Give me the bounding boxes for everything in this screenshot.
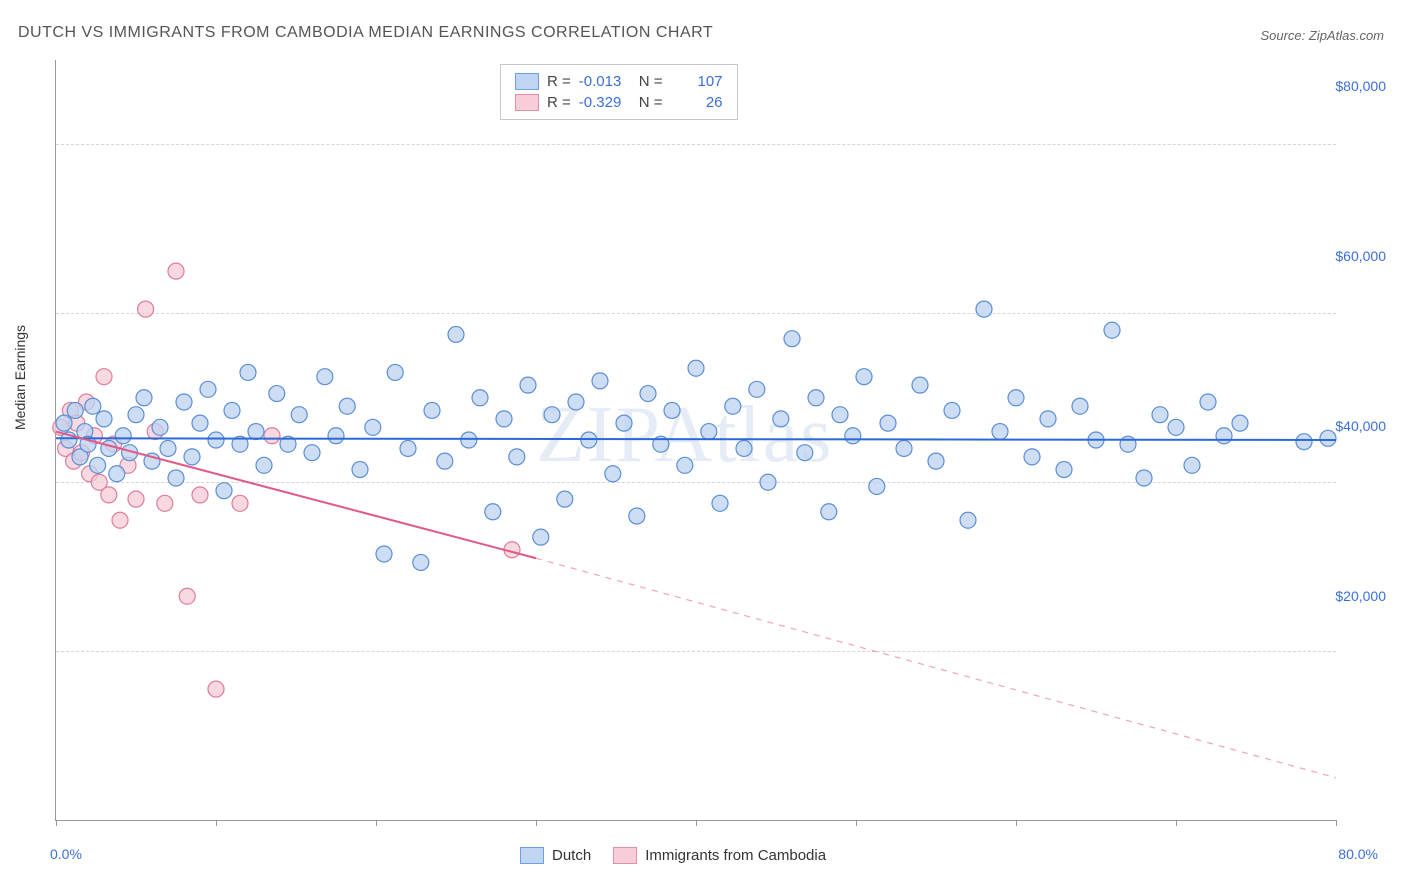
swatch-icon (515, 73, 539, 90)
y-tick-label: $60,000 (1335, 248, 1386, 264)
x-tick (376, 820, 377, 826)
legend-row-dutch: R = -0.013 N = 107 (515, 71, 723, 92)
x-tick (696, 820, 697, 826)
swatch-icon (613, 847, 637, 864)
x-tick (1336, 820, 1337, 826)
correlation-legend: R = -0.013 N = 107 R = -0.329 N = 26 (500, 64, 738, 120)
n-value: 107 (671, 73, 723, 90)
r-value: -0.329 (579, 94, 631, 111)
n-label: N = (639, 73, 663, 90)
x-tick (1176, 820, 1177, 826)
y-axis-label: Median Earnings (12, 325, 28, 430)
legend-label: Dutch (552, 847, 591, 864)
source-attribution: Source: ZipAtlas.com (1260, 28, 1384, 43)
r-label: R = (547, 73, 571, 90)
legend-label: Immigrants from Cambodia (645, 847, 826, 864)
x-tick (216, 820, 217, 826)
y-tick-label: $20,000 (1335, 588, 1386, 604)
y-tick-label: $40,000 (1335, 418, 1386, 434)
chart-title: DUTCH VS IMMIGRANTS FROM CAMBODIA MEDIAN… (18, 24, 713, 42)
x-tick (536, 820, 537, 826)
legend-row-cambodia: R = -0.329 N = 26 (515, 92, 723, 113)
swatch-icon (520, 847, 544, 864)
r-value: -0.013 (579, 73, 631, 90)
r-label: R = (547, 94, 571, 111)
n-label: N = (639, 94, 663, 111)
n-value: 26 (671, 94, 723, 111)
y-tick-label: $80,000 (1335, 78, 1386, 94)
x-tick-start: 0.0% (50, 846, 82, 862)
scatter-svg (56, 60, 1336, 820)
series-legend: Dutch Immigrants from Cambodia (520, 847, 826, 864)
x-tick (56, 820, 57, 826)
legend-item-dutch: Dutch (520, 847, 591, 864)
plot-area: ZIPAtlas (55, 60, 1336, 821)
swatch-icon (515, 94, 539, 111)
x-tick (1016, 820, 1017, 826)
x-tick-end: 80.0% (1338, 846, 1378, 862)
x-tick (856, 820, 857, 826)
legend-item-cambodia: Immigrants from Cambodia (613, 847, 826, 864)
